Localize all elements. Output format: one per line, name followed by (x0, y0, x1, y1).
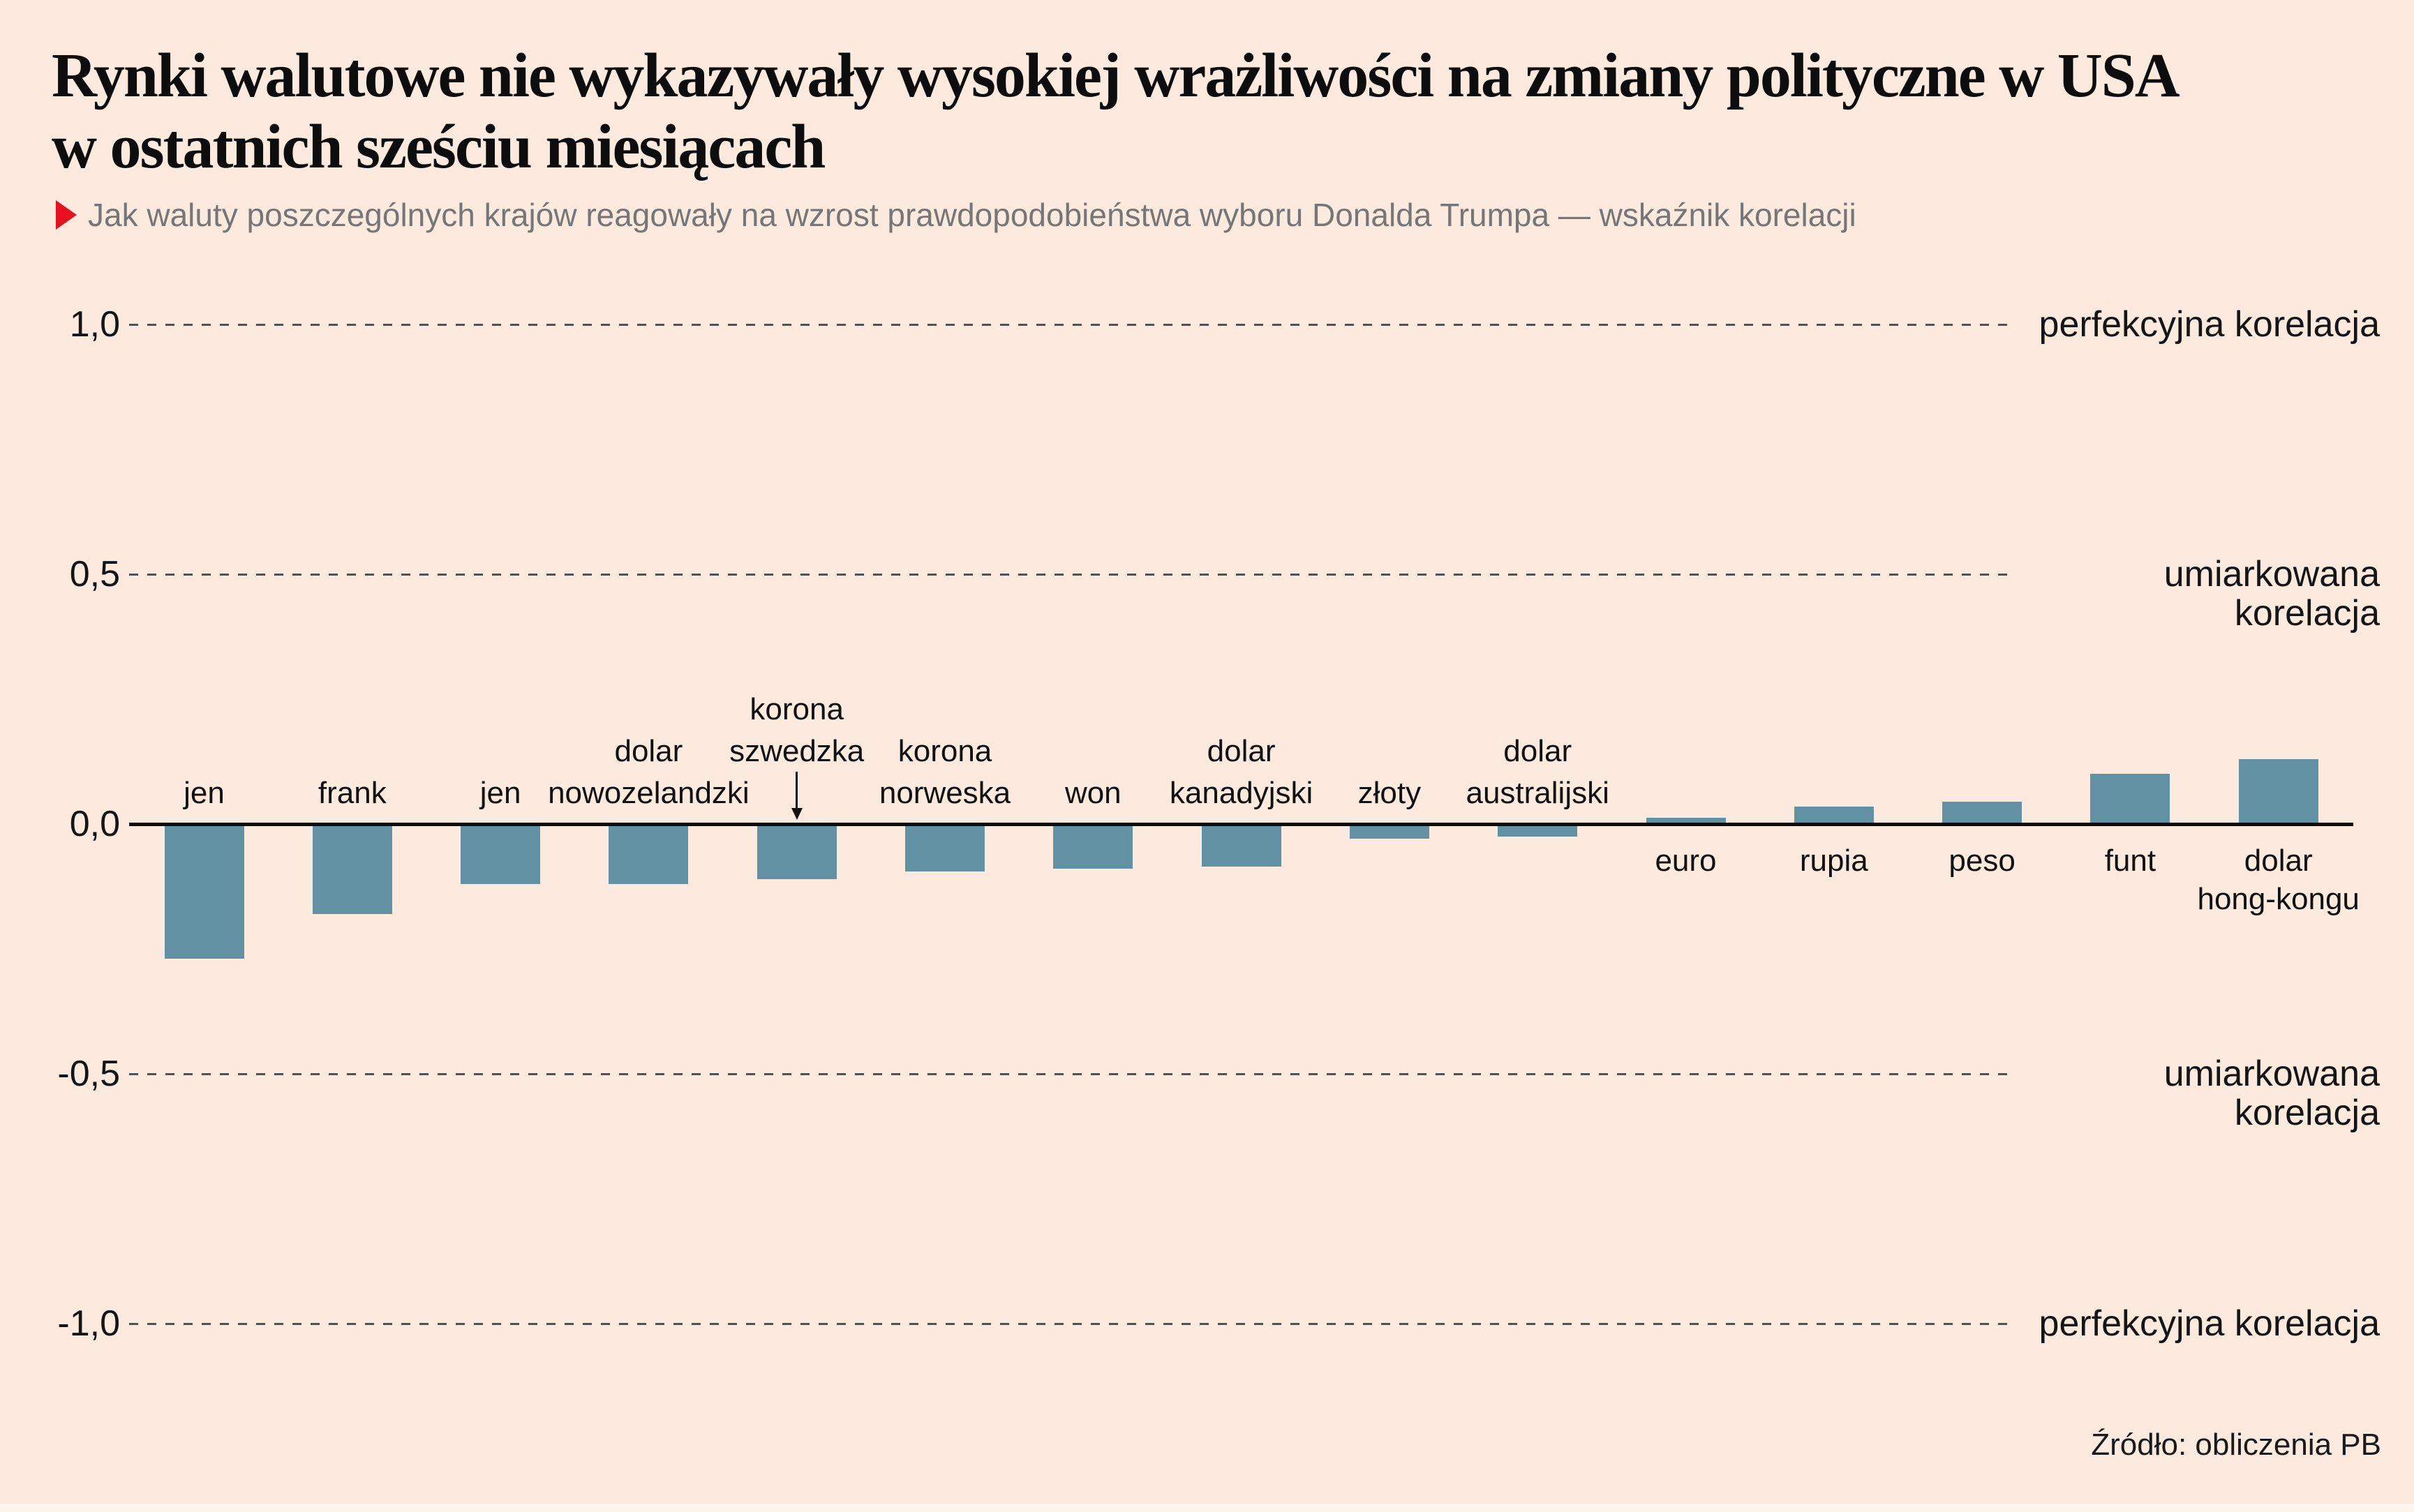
bar-label-peso: peso (1949, 844, 2016, 878)
bar-label-euro: euro (1655, 844, 1717, 878)
bar-label-won: won (1064, 776, 1122, 810)
bar-dolar nowozelandzki (609, 824, 689, 884)
y-tick-0,5: 0,5 (69, 554, 120, 594)
bar-label-dolar: dolar (1503, 734, 1572, 768)
bar-frank (312, 824, 392, 914)
bar-label-dolar: dolar (1207, 734, 1276, 768)
bar-euro (1646, 818, 1726, 824)
bar-label-frank: frank (318, 776, 387, 810)
y-tick--1,0: -1,0 (57, 1303, 120, 1344)
bar-label-jen: jen (479, 776, 521, 810)
bar-label-nowozelandzki: nowozelandzki (548, 776, 750, 810)
bar-dolar kanadyjski (1201, 824, 1281, 867)
gridline-0,5 (129, 574, 2010, 576)
bar-jen (164, 824, 244, 959)
source-note: Źródło: obliczenia PB (2091, 1428, 2381, 1462)
bar-label-funt: funt (2104, 844, 2156, 878)
bar-label-australijski: australijski (1466, 776, 1609, 810)
label-arrow-head-icon (791, 808, 803, 820)
bar-label-złoty: złoty (1357, 776, 1422, 810)
y-tick-1,0: 1,0 (69, 304, 120, 345)
bar-funt (2090, 774, 2170, 824)
bar-dolar australijski (1498, 824, 1578, 837)
bar-peso (1942, 801, 2022, 824)
right-annotation: umiarkowana korelacja (2163, 1054, 2380, 1133)
red-triangle-marker-icon (56, 200, 77, 230)
chart-subtitle-text: Jak waluty poszczególnych krajów reagowa… (88, 197, 1856, 233)
gridline--0,5 (129, 1073, 2010, 1075)
bar-dolar hong-kongu (2238, 758, 2318, 824)
right-annotation: umiarkowana korelacja (2163, 554, 2380, 634)
chart-subtitle: Jak waluty poszczególnych krajów reagowa… (56, 196, 1856, 234)
bar-label-dolar: dolar (2244, 844, 2313, 878)
bottom-strip (0, 1504, 2414, 1512)
bar-label-norweska: norweska (879, 776, 1011, 810)
gridline-1,0 (129, 324, 2010, 326)
label-arrow-shaft (796, 772, 798, 809)
page-title-line2: w ostatnich sześciu miesiącach (52, 112, 826, 181)
bar-label-kanadyjski: kanadyjski (1169, 776, 1313, 810)
bar-won (1053, 824, 1133, 869)
zero-axis-line (129, 822, 2353, 826)
bar-label-szwedzka: szwedzka (729, 734, 865, 768)
bar-jen (461, 824, 541, 884)
y-tick-0,0: 0,0 (69, 804, 120, 844)
bar-label-hong-kongu: hong-kongu (2197, 882, 2360, 916)
bar-złoty (1349, 824, 1429, 839)
page-title-line1: Rynki walutowe nie wykazywały wysokiej w… (52, 41, 2180, 110)
y-tick--0,5: -0,5 (57, 1054, 120, 1094)
page-title: Rynki walutowe nie wykazywały wysokiej w… (52, 40, 2180, 183)
right-annotation: perfekcyjna korelacja (2039, 1303, 2380, 1344)
bar-korona szwedzka (757, 824, 837, 879)
bar-label-rupia: rupia (1799, 844, 1868, 878)
bar-rupia (1794, 806, 1874, 824)
right-annotation: perfekcyjna korelacja (2039, 304, 2380, 345)
gridline--1,0 (129, 1323, 2010, 1325)
bar-korona norweska (905, 824, 985, 872)
bar-label-korona: korona (897, 734, 992, 768)
bar-label-korona: korona (750, 692, 844, 726)
bar-label-jen: jen (184, 776, 225, 810)
bar-label-dolar: dolar (614, 734, 683, 768)
